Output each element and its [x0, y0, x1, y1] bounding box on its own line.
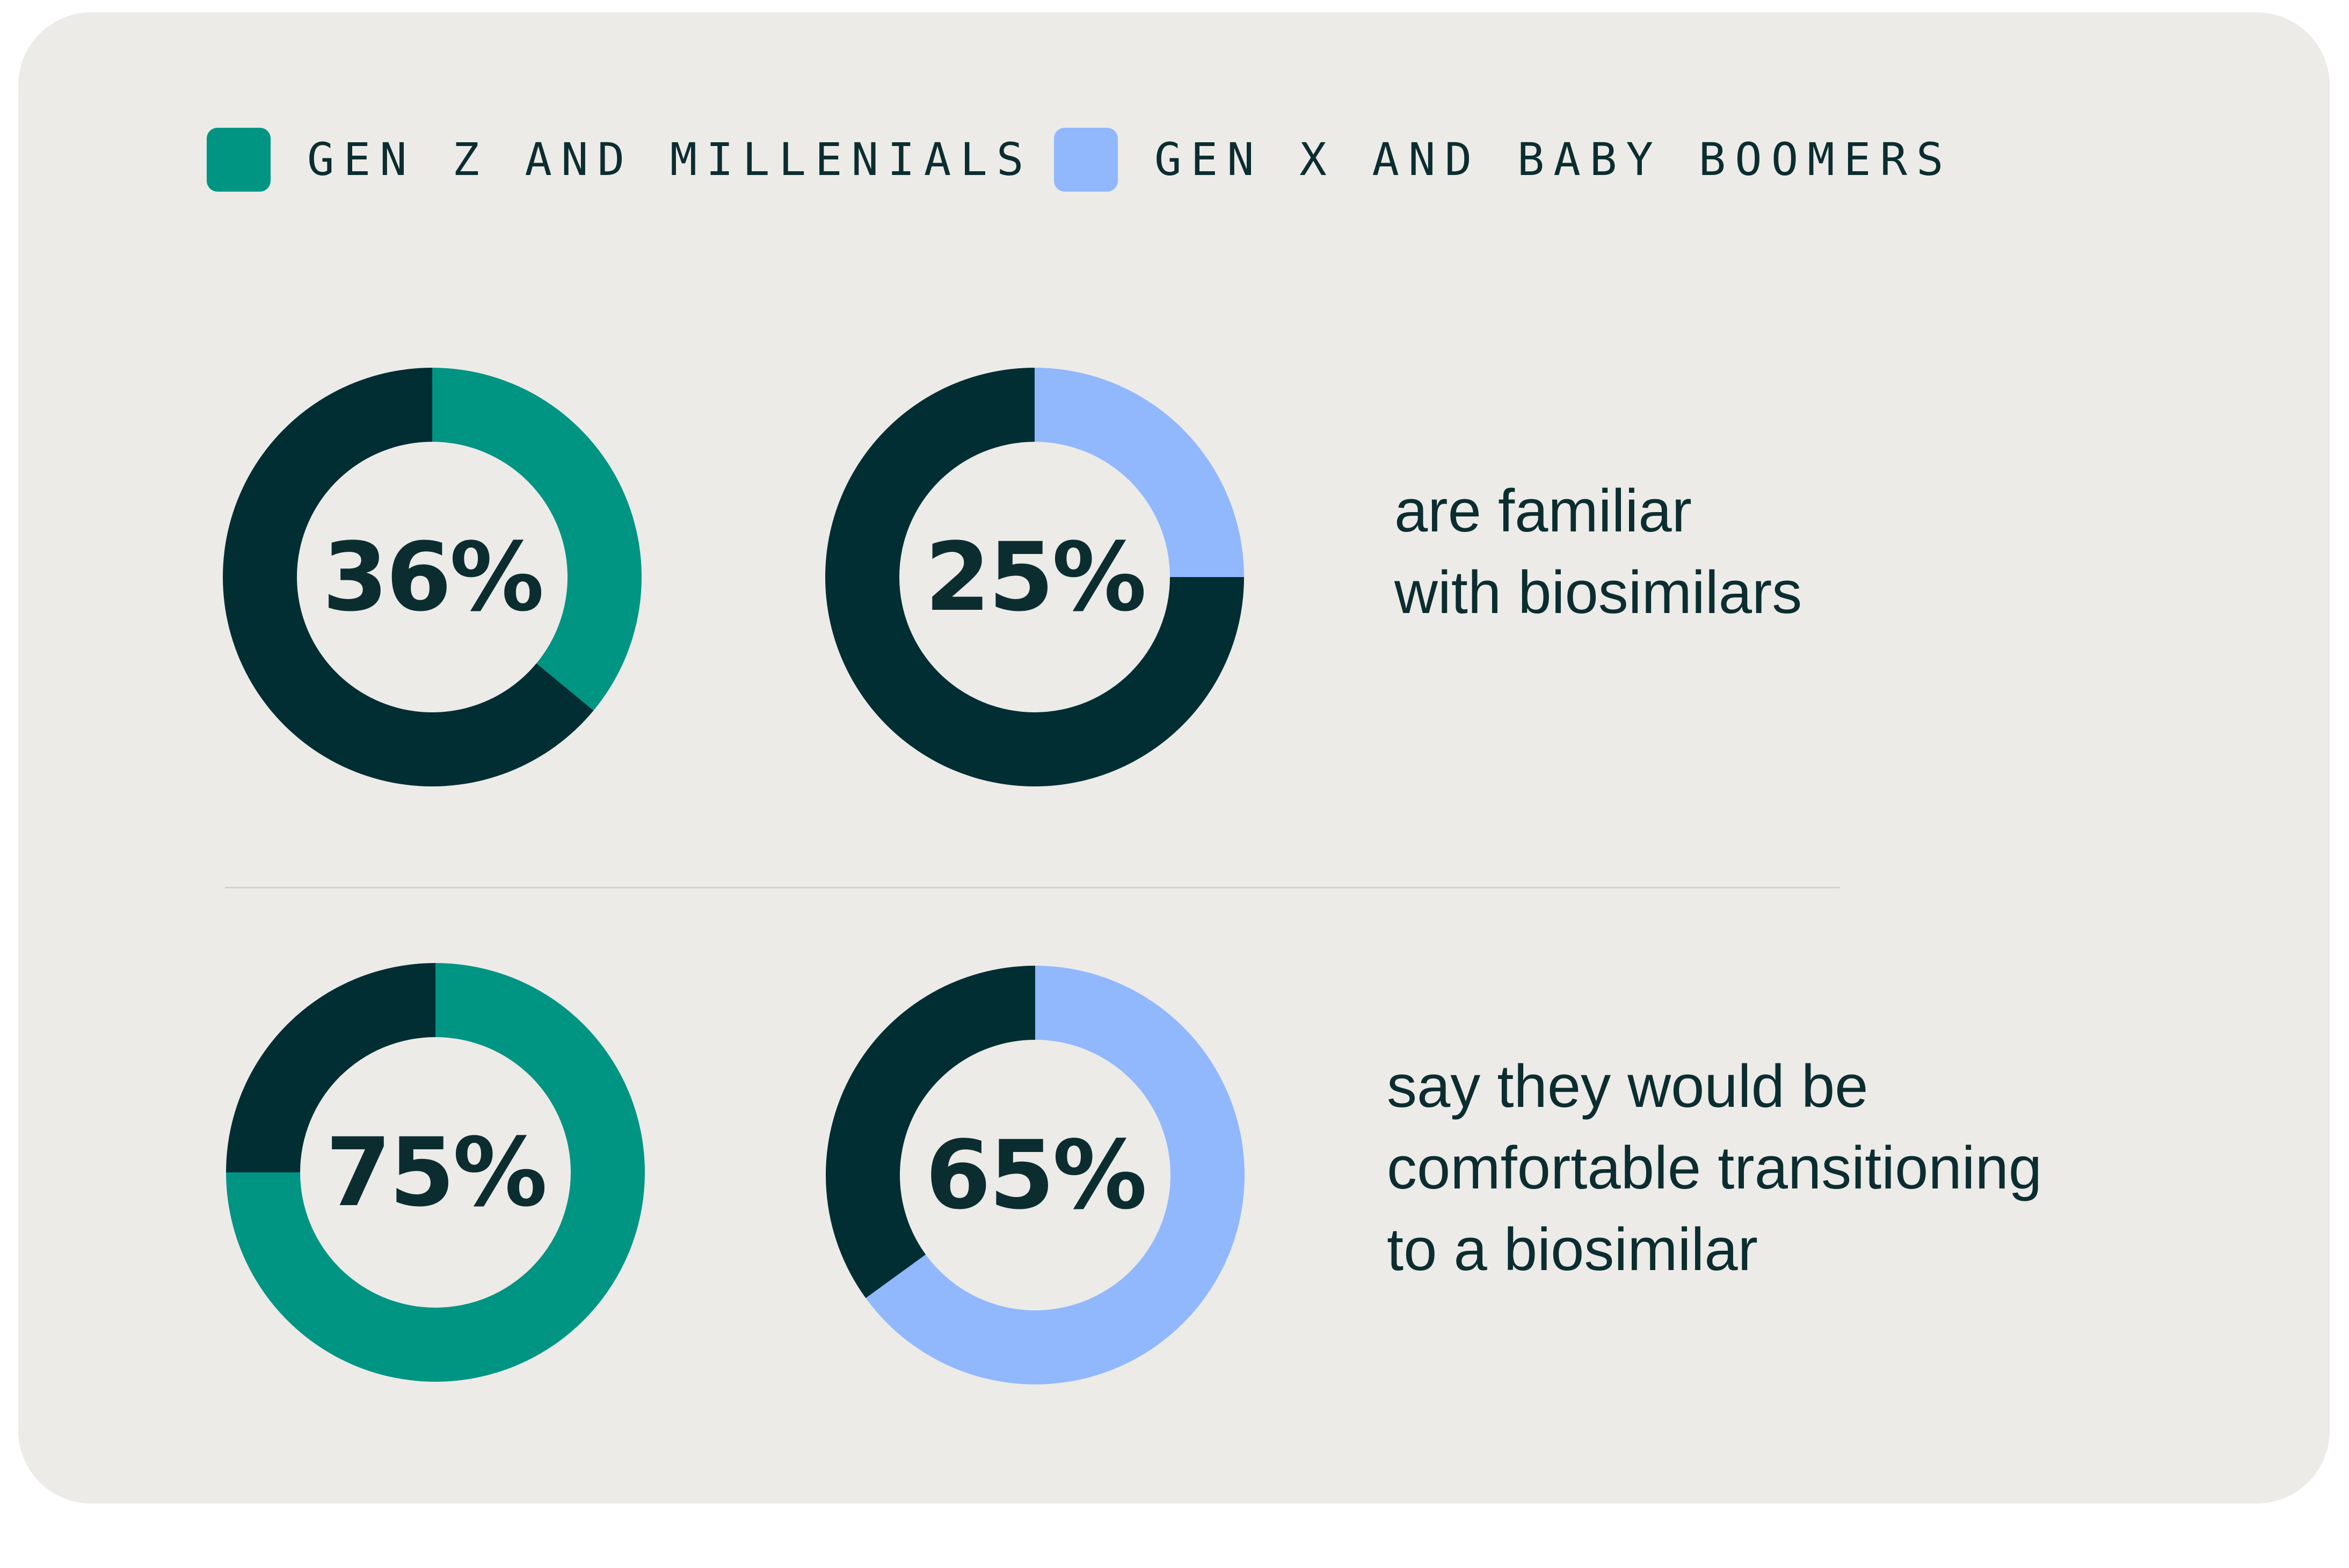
- legend-label-gen-x: GEN X AND BABY BOOMERS: [1154, 133, 1953, 186]
- section-divider: [225, 887, 1840, 888]
- donut-svg: [226, 963, 645, 1382]
- legend-item-gen-x: GEN X AND BABY BOOMERS: [1054, 125, 1953, 194]
- donut-svg: [826, 966, 1245, 1384]
- legend-label-gen-z: GEN Z AND MILLENIALS: [307, 133, 1033, 186]
- donut-value-arc: [226, 963, 645, 1382]
- donut-remainder-arc: [226, 963, 435, 1172]
- donut-remainder-arc: [825, 368, 1244, 786]
- donut-svg: [825, 368, 1244, 786]
- donut-svg: [223, 368, 642, 786]
- donut-remainder-arc: [826, 966, 1035, 1299]
- donut-comfortable-gen-z: 75%: [223, 960, 648, 1384]
- donut-percent-label: 65%: [925, 1120, 1147, 1230]
- statement-familiar: are familiar with biosimilars: [1394, 477, 1802, 626]
- legend-swatch-gen-x: [1054, 127, 1118, 192]
- legend-item-gen-z: GEN Z AND MILLENIALS: [207, 125, 1032, 194]
- donut-familiar-gen-z: 36%: [220, 365, 644, 789]
- donut-percent-label: 36%: [322, 522, 544, 632]
- legend-swatch-gen-z: [207, 127, 271, 192]
- donut-comfortable-gen-x: 65%: [823, 963, 1247, 1387]
- donut-percent-label: 25%: [925, 522, 1146, 632]
- donut-value-arc: [866, 966, 1245, 1384]
- statement-comfortable: say they would be comfortable transition…: [1387, 1053, 2042, 1283]
- donut-value-arc: [432, 368, 642, 711]
- donut-percent-label: 75%: [325, 1117, 547, 1228]
- donut-familiar-gen-x: 25%: [823, 365, 1247, 789]
- donut-value-arc: [1035, 368, 1244, 577]
- donut-remainder-arc: [223, 368, 594, 786]
